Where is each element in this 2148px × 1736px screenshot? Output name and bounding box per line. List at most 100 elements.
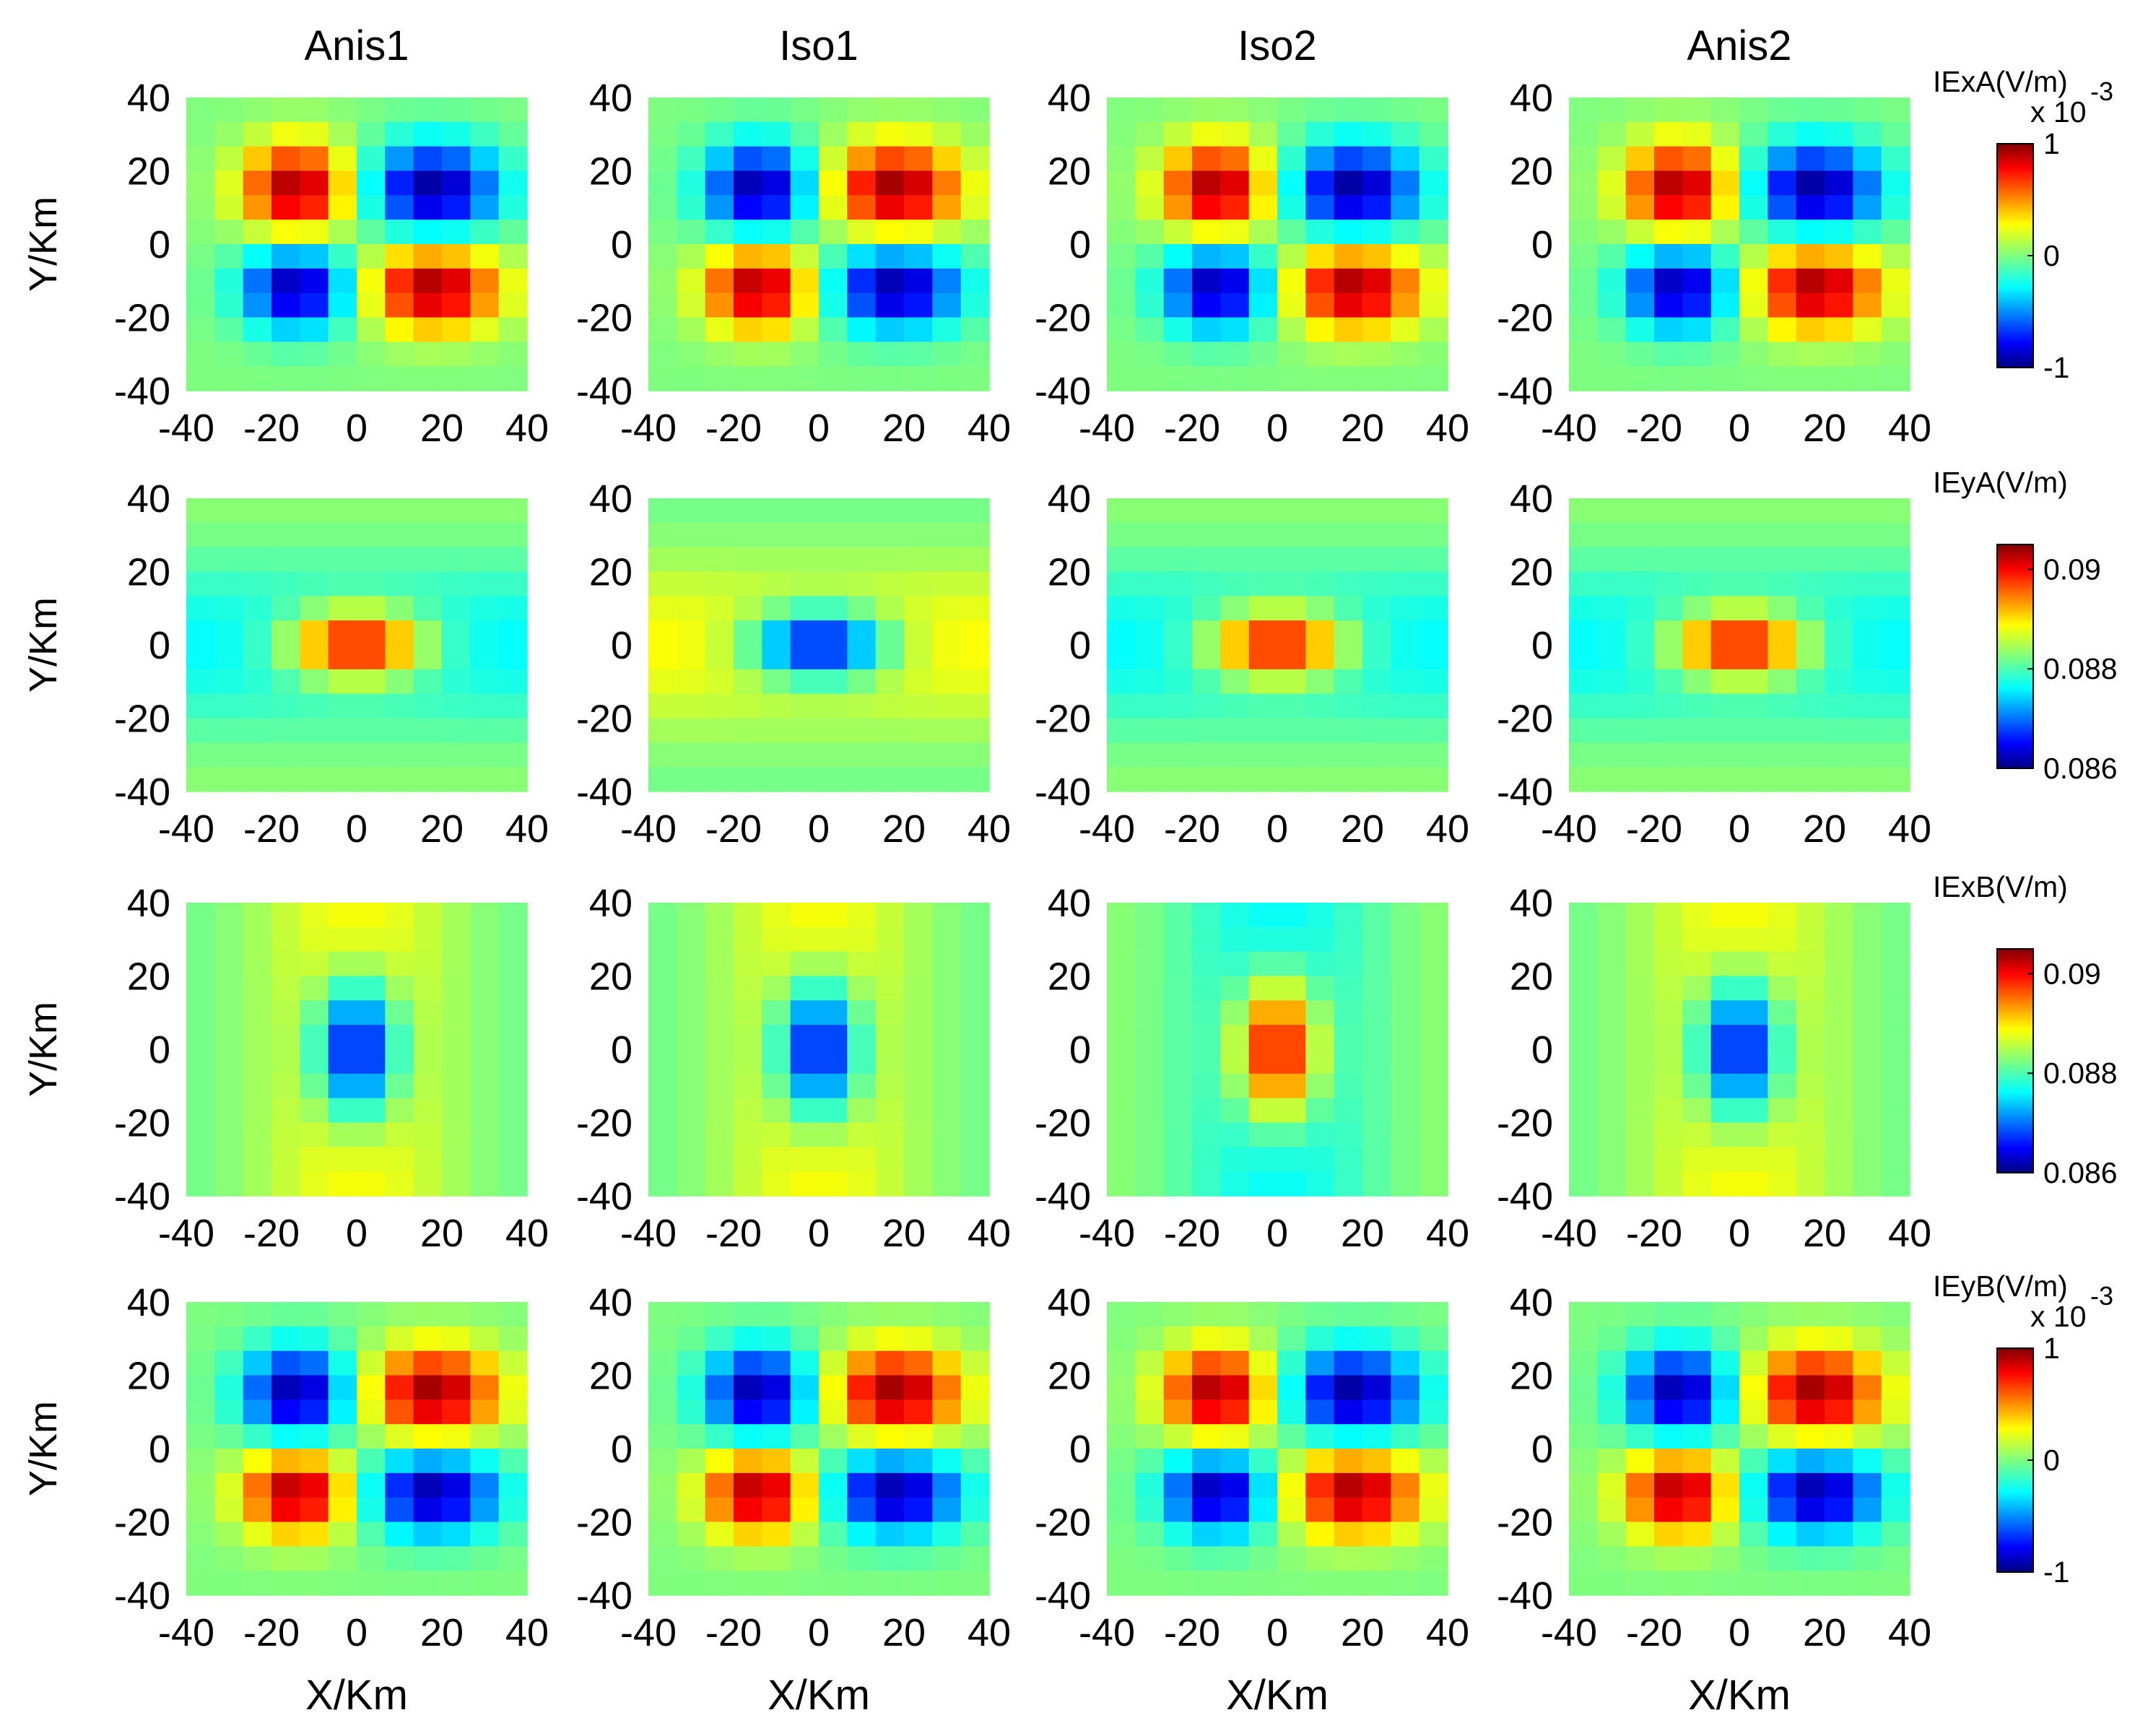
heatmap-cell — [734, 1171, 763, 1197]
heatmap-cell — [1192, 1375, 1222, 1401]
heatmap-cell — [1220, 1122, 1250, 1148]
heatmap-cell — [1107, 366, 1136, 391]
heatmap-cell — [1248, 220, 1278, 245]
heatmap-cell — [904, 1000, 934, 1025]
heatmap-cell — [1625, 292, 1655, 318]
heatmap-cell — [1710, 1472, 1740, 1498]
heatmap-cell — [790, 1302, 819, 1327]
heatmap-cell — [1710, 146, 1740, 172]
heatmap-cell — [214, 669, 244, 695]
x-tick-label: 20 — [1803, 1212, 1846, 1255]
heatmap-cell — [790, 220, 819, 245]
heatmap-cell — [648, 718, 678, 744]
heatmap-cell — [1334, 926, 1363, 952]
heatmap-cell — [734, 1049, 763, 1075]
heatmap-cell — [1682, 645, 1712, 670]
heatmap-cell — [470, 292, 500, 318]
heatmap-cell — [1362, 951, 1392, 977]
heatmap-cell — [904, 498, 934, 524]
heatmap-cell — [357, 1049, 386, 1075]
heatmap-cell — [1796, 1049, 1825, 1075]
y-tick-label: 20 — [127, 955, 170, 999]
heatmap-cell — [1881, 1350, 1910, 1376]
heatmap-cell — [762, 693, 791, 719]
heatmap-cell — [790, 146, 819, 172]
heatmap-cell — [819, 547, 848, 573]
y-tick-label: 0 — [1531, 1028, 1553, 1072]
heatmap-cell — [413, 195, 443, 220]
heatmap-cell — [328, 244, 357, 269]
heatmap-cell — [1248, 1147, 1278, 1172]
heatmap-cell — [1362, 195, 1392, 220]
heatmap-cell — [705, 498, 734, 524]
heatmap-cell — [186, 596, 216, 621]
heatmap-cell — [1391, 669, 1420, 695]
heatmap-cell — [819, 522, 848, 548]
y-axis-label: Y/Km — [22, 196, 65, 292]
heatmap-cell — [1192, 742, 1222, 768]
heatmap-cell — [1654, 620, 1684, 646]
heatmap-cell — [1597, 1571, 1627, 1596]
heatmap-cell — [1597, 195, 1627, 220]
heatmap-cell — [186, 366, 216, 391]
heatmap-cell — [1248, 547, 1278, 573]
heatmap-cell — [734, 1472, 763, 1498]
heatmap-cell — [1277, 220, 1307, 245]
heatmap-cell — [243, 669, 272, 695]
heatmap-cell — [1305, 97, 1335, 123]
y-tick-label: 20 — [1048, 551, 1091, 594]
heatmap-cell — [328, 1350, 357, 1376]
heatmap-cell — [677, 718, 706, 744]
heatmap-cell — [413, 342, 443, 367]
heatmap-cell — [1391, 903, 1420, 928]
heatmap-cell — [648, 976, 678, 1002]
heatmap-cell — [932, 976, 962, 1002]
heatmap-cell — [847, 571, 877, 597]
heatmap-cell — [271, 1122, 301, 1148]
heatmap-cell — [1853, 742, 1882, 768]
heatmap-cell — [1248, 121, 1278, 147]
heatmap-cell — [1391, 268, 1420, 294]
heatmap-cell — [186, 1449, 216, 1474]
heatmap-cell — [875, 718, 905, 744]
heatmap-cell — [357, 767, 386, 792]
heatmap-cell — [186, 1424, 216, 1449]
heatmap-cell — [1220, 1147, 1250, 1172]
heatmap-cell — [1767, 1350, 1797, 1376]
heatmap-cell — [1682, 146, 1712, 172]
heatmap-cell — [1825, 1098, 1854, 1124]
heatmap-cell — [904, 220, 934, 245]
heatmap-cell — [734, 244, 763, 269]
heatmap-cell — [960, 1098, 990, 1124]
heatmap-cell — [271, 1424, 301, 1449]
heatmap-cell — [186, 669, 216, 695]
heatmap-cell — [300, 1472, 329, 1498]
heatmap-cell — [470, 1350, 500, 1376]
heatmap-cell — [847, 1122, 877, 1148]
heatmap-cell — [1682, 1302, 1712, 1327]
heatmap-cell — [932, 342, 962, 367]
heatmap-cell — [1853, 1122, 1882, 1148]
heatmap-cell — [1853, 268, 1882, 294]
heatmap-cell — [1192, 146, 1222, 172]
heatmap-cell — [1825, 170, 1854, 196]
heatmap-cell — [1391, 1424, 1420, 1449]
heatmap-cell — [1825, 268, 1854, 294]
heatmap-cell — [1796, 547, 1825, 573]
heatmap-cell — [1881, 620, 1910, 646]
heatmap-cell — [357, 220, 386, 245]
heatmap-cell — [1682, 1122, 1712, 1148]
heatmap-cell — [214, 366, 244, 391]
heatmap-cell — [790, 1522, 819, 1548]
heatmap-cell — [442, 170, 471, 196]
heatmap-cell — [847, 903, 877, 928]
y-tick-label: -40 — [576, 771, 632, 814]
heatmap-cell — [1654, 170, 1684, 196]
x-tick-label: -20 — [705, 407, 762, 450]
heatmap-cell — [1220, 1522, 1250, 1548]
x-tick-label: -20 — [243, 1611, 300, 1654]
heatmap-cell — [470, 571, 500, 597]
heatmap-cell — [1220, 1472, 1250, 1498]
heatmap-cell — [875, 522, 905, 548]
heatmap-cell — [705, 1375, 734, 1401]
